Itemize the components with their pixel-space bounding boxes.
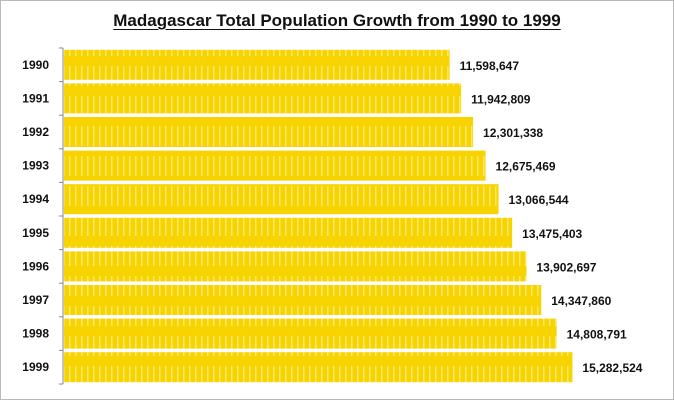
- bar-1998: [64, 318, 557, 349]
- data-label: 15,282,524: [582, 361, 642, 375]
- data-label: 11,942,809: [471, 92, 531, 106]
- y-tick-label: 1990: [22, 58, 49, 72]
- y-tick-label: 1993: [22, 159, 49, 173]
- data-label: 13,902,697: [536, 260, 596, 274]
- bar-1999: [64, 352, 573, 383]
- bar-1995: [64, 217, 513, 248]
- chart-title-text: Madagascar Total Population Growth from …: [113, 11, 561, 30]
- data-label: 14,808,791: [567, 328, 627, 342]
- y-tick-label: 1994: [22, 192, 49, 206]
- bar-1996: [64, 251, 527, 282]
- bar-1992: [64, 117, 474, 147]
- y-tick-label: 1999: [22, 360, 49, 374]
- data-label: 14,347,860: [551, 294, 611, 308]
- data-label: 13,066,544: [509, 193, 569, 207]
- bar-1990: [64, 49, 450, 80]
- y-tick-label: 1995: [22, 226, 49, 240]
- y-tick-label: 1996: [22, 259, 49, 273]
- bar-1994: [64, 184, 499, 215]
- data-label: 12,301,338: [483, 126, 543, 140]
- bar-1997: [64, 285, 542, 315]
- y-tick-label: 1991: [22, 91, 49, 105]
- y-tick-label: 1998: [22, 327, 49, 341]
- chart-title: Madagascar Total Population Growth from …: [1, 11, 673, 31]
- bar-1993: [64, 150, 486, 181]
- y-tick-label: 1997: [22, 293, 49, 307]
- bar-1991: [64, 83, 462, 114]
- data-label: 12,675,469: [496, 160, 556, 174]
- y-tick-label: 1992: [22, 125, 49, 139]
- data-label: 13,475,403: [522, 227, 582, 241]
- data-label: 11,598,647: [460, 59, 520, 73]
